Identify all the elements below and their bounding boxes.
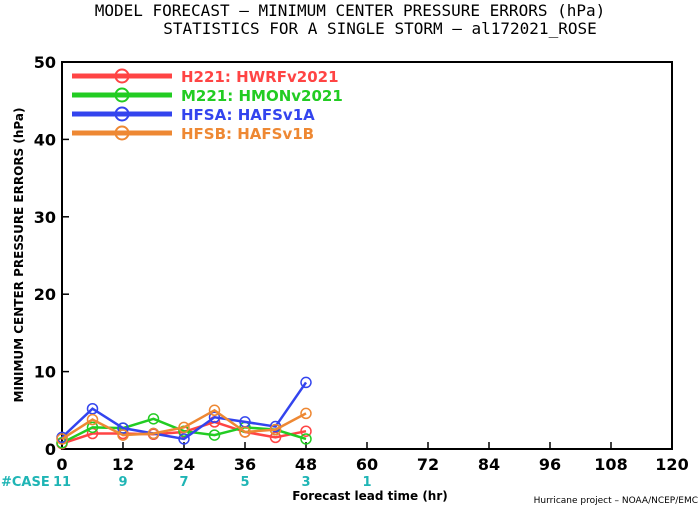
- data-point: [300, 433, 312, 445]
- data-point: [117, 422, 129, 434]
- y-tick-label: 50: [34, 53, 56, 72]
- y-tick-label: 40: [34, 130, 56, 149]
- x-tick-label: 0: [56, 455, 67, 474]
- case-count: 9: [118, 475, 127, 490]
- series-line-3: [61, 408, 307, 440]
- case-count-row: #CASE 11 9 7 5 3 1: [1, 475, 372, 490]
- data-point: [269, 423, 282, 436]
- x-tick-label: 108: [594, 455, 627, 474]
- case-label: #CASE: [1, 475, 50, 490]
- series-line-2: [61, 381, 308, 441]
- x-tick-label: 12: [112, 455, 134, 474]
- legend-marker: [114, 106, 130, 122]
- x-tick-label: 120: [655, 455, 688, 474]
- data-point: [147, 427, 160, 440]
- data-point: [117, 429, 129, 441]
- x-tick-label: 84: [478, 455, 500, 474]
- data-point: [86, 413, 99, 426]
- data-point: [208, 411, 221, 424]
- y-axis-label: MINIMUM CENTER PRESSURE ERRORS (hPa): [12, 108, 26, 403]
- chart-title: MODEL FORECAST – MINIMUM CENTER PRESSURE…: [95, 1, 606, 20]
- legend-label: HFSA: HAFSv1A: [181, 106, 315, 124]
- data-point: [86, 403, 99, 415]
- y-tick-label: 20: [34, 285, 56, 304]
- series-layer: [56, 376, 312, 450]
- legend-marker: [114, 68, 130, 84]
- x-tick-label: 48: [295, 455, 317, 474]
- data-point: [269, 431, 282, 444]
- credit-label: Hurricane project – NOAA/NCEP/EMC: [534, 496, 698, 506]
- x-tick-label: 96: [539, 455, 561, 474]
- data-point: [300, 407, 312, 420]
- data-point: [178, 421, 190, 434]
- data-point: [147, 413, 160, 425]
- case-count: 11: [53, 475, 71, 490]
- x-axis-label: Forecast lead time (hr): [292, 489, 448, 503]
- y-tick-label: 0: [45, 440, 56, 459]
- series-line-1: [61, 417, 307, 444]
- case-count: 7: [179, 475, 188, 490]
- x-tick-label: 72: [417, 455, 439, 474]
- chart-subtitle: STATISTICS FOR A SINGLE STORM – al172021…: [163, 19, 596, 38]
- data-point: [86, 421, 99, 434]
- legend-label: M221: HMONv2021: [181, 87, 343, 105]
- data-point: [208, 429, 221, 441]
- legend-label: HFSB: HAFSv1B: [181, 125, 314, 143]
- legend-marker: [114, 125, 130, 141]
- data-point: [300, 425, 312, 437]
- data-point: [56, 433, 68, 445]
- case-count: 3: [301, 475, 310, 490]
- y-tick-label: 30: [34, 208, 56, 227]
- legend-marker: [114, 87, 130, 103]
- case-count: 5: [240, 475, 249, 490]
- data-point: [300, 376, 312, 389]
- x-tick-label: 60: [356, 455, 378, 474]
- x-axis-ticks: 0 12 24 36 48 60 72 84 96 108 120: [56, 442, 689, 474]
- plot-frame: [61, 61, 673, 450]
- data-point: [178, 433, 190, 445]
- legend-label: H221: HWRFv2021: [181, 68, 339, 86]
- x-tick-label: 36: [234, 455, 256, 474]
- case-count: 1: [362, 475, 371, 490]
- x-tick-label: 24: [173, 455, 195, 474]
- data-point: [239, 426, 251, 438]
- y-axis-ticks: 0 10 20 30 40 50: [34, 53, 69, 459]
- data-point: [208, 404, 221, 417]
- y-tick-label: 10: [34, 363, 56, 382]
